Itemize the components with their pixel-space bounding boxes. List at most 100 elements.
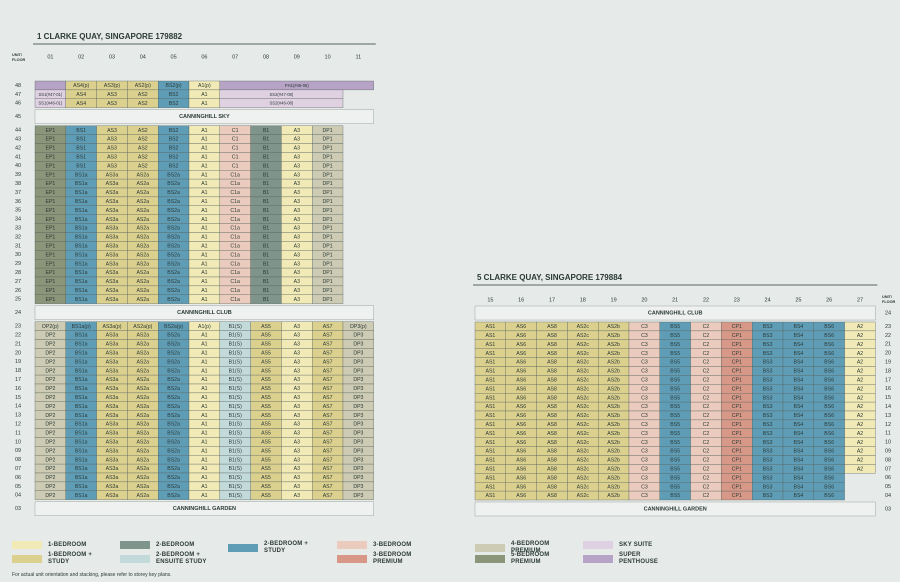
unit-label: A1 <box>201 137 207 143</box>
unit-label: DP3 <box>353 413 363 419</box>
unit-label: A3 <box>294 137 300 143</box>
unit-label: BS4 <box>793 378 803 384</box>
floor-label: 34 <box>15 217 21 223</box>
unit-label: AS3a <box>106 422 119 428</box>
unit-label: AS5 <box>261 351 271 357</box>
unit-label: BS2 <box>169 155 179 161</box>
legend-item: 2-BEDROOM + ENSUITE STUDY <box>120 552 216 566</box>
unit-label: A3 <box>294 457 300 463</box>
unit-label: DP2 <box>45 431 55 437</box>
unit-label: AS7 <box>323 475 333 481</box>
unit-label: AS8 <box>547 395 557 401</box>
unit-label: B1(S) <box>229 377 243 383</box>
unit-label: AS7 <box>323 484 333 490</box>
unit-label: AS7 <box>323 359 333 365</box>
unit-label: AS8 <box>547 413 557 419</box>
unit-label: A2 <box>857 431 863 437</box>
unit-label: C1a <box>230 208 240 214</box>
unit-label: CP1 <box>732 431 742 437</box>
unit-label: AS2a <box>136 181 149 187</box>
unit-label: BS1a <box>75 368 88 374</box>
unit-label: AS3a <box>106 377 119 383</box>
unit-label: AS2 <box>138 137 148 143</box>
unit-label: A3 <box>294 351 300 357</box>
unit-label: AS2b <box>607 440 620 446</box>
unit-label: A3 <box>294 342 300 348</box>
amenity-band <box>474 501 876 517</box>
unit-label: AS2b <box>607 342 620 348</box>
unit-label: AS2b <box>607 324 620 330</box>
unit-label: A1 <box>201 146 207 152</box>
unit-label: DP2 <box>45 377 55 383</box>
unit-label: C3 <box>641 351 648 357</box>
unit-label: B1(S) <box>229 395 243 401</box>
unit-label: BS1 <box>76 137 86 143</box>
block-title: 5 CLARKE QUAY, SINGAPORE 179884 <box>477 273 623 282</box>
unit-label: B1 <box>263 155 269 161</box>
unit-label: BS2a <box>167 351 180 357</box>
unit-label: AS2b <box>607 351 620 357</box>
unit-label: C3 <box>641 324 648 330</box>
unit-label: BS6 <box>824 386 834 392</box>
unit-label: A3 <box>294 235 300 241</box>
unit-label: A1 <box>201 457 207 463</box>
unit-label: B1 <box>263 128 269 134</box>
unit-label: C3 <box>641 369 648 375</box>
unit-label: SS1(#46-01) <box>39 101 63 106</box>
legend-swatch <box>475 544 505 552</box>
unit-label: BS6 <box>824 422 834 428</box>
unit-label: C1a <box>230 226 240 232</box>
column-label: 22 <box>703 297 709 303</box>
unit-label: DP1 <box>323 270 333 276</box>
unit-label: BS3 <box>763 324 773 330</box>
unit-label: A3 <box>294 422 300 428</box>
column-label: 27 <box>857 297 863 303</box>
unit-label: A1 <box>201 235 207 241</box>
unit-label: A1 <box>201 199 207 205</box>
unit-label: DP3 <box>353 351 363 357</box>
unit-label: DP2 <box>45 351 55 357</box>
unit-label: A3 <box>294 386 300 392</box>
unit-label: BS2a <box>167 226 180 232</box>
unit-label: AS2c <box>577 413 590 419</box>
unit-label: BS4 <box>793 386 803 392</box>
floor-label: 10 <box>15 439 21 445</box>
unit-label: BS1a <box>75 270 88 276</box>
amenity-label: CANNINGHILL CLUB <box>177 310 232 316</box>
unit-label: BS1a <box>75 217 88 223</box>
unit-label: C2 <box>703 413 710 419</box>
amenity-label: CANNINGHILL GARDEN <box>644 506 707 512</box>
unit-label: B1(S) <box>229 413 243 419</box>
unit-label: C1a <box>230 217 240 223</box>
unit-label: AS5 <box>261 440 271 446</box>
unit-label: EP1 <box>45 199 55 205</box>
unit-label: AS1 <box>485 378 495 384</box>
unit-label: BS2a <box>167 422 180 428</box>
unit-label: C2 <box>703 395 710 401</box>
unit-label: DP1 <box>323 261 333 267</box>
unit-label: SS2(#46-08) <box>270 101 294 106</box>
unit-label: AS2c <box>577 458 590 464</box>
unit-label: A3 <box>294 261 300 267</box>
floor-label: 21 <box>15 341 21 347</box>
unit-label: AS3a <box>106 226 119 232</box>
unit-label: AS6 <box>516 449 526 455</box>
legend-label: 2-BEDROOM <box>156 541 195 548</box>
unit-label: A1 <box>201 190 207 196</box>
unit-label: AS6 <box>516 395 526 401</box>
unit-label: A1 <box>201 226 207 232</box>
unit-label: AS8 <box>547 467 557 473</box>
unit-label: C2 <box>703 378 710 384</box>
unit-label: C3 <box>641 440 648 446</box>
unit-label: BS1 <box>76 163 86 169</box>
floor-label: 19 <box>15 359 21 365</box>
unit-label: BS1a <box>75 297 88 303</box>
legend-item: 4-BEDROOM PREMIUM <box>475 541 571 555</box>
unit-label: AS3a <box>106 440 119 446</box>
unit-label: AS8 <box>547 404 557 410</box>
unit-label: CP1 <box>732 440 742 446</box>
floor-label: 14 <box>885 404 891 410</box>
unit-label: EP1 <box>45 128 55 134</box>
column-label: 11 <box>356 54 362 60</box>
unit-label: DP3 <box>353 422 363 428</box>
